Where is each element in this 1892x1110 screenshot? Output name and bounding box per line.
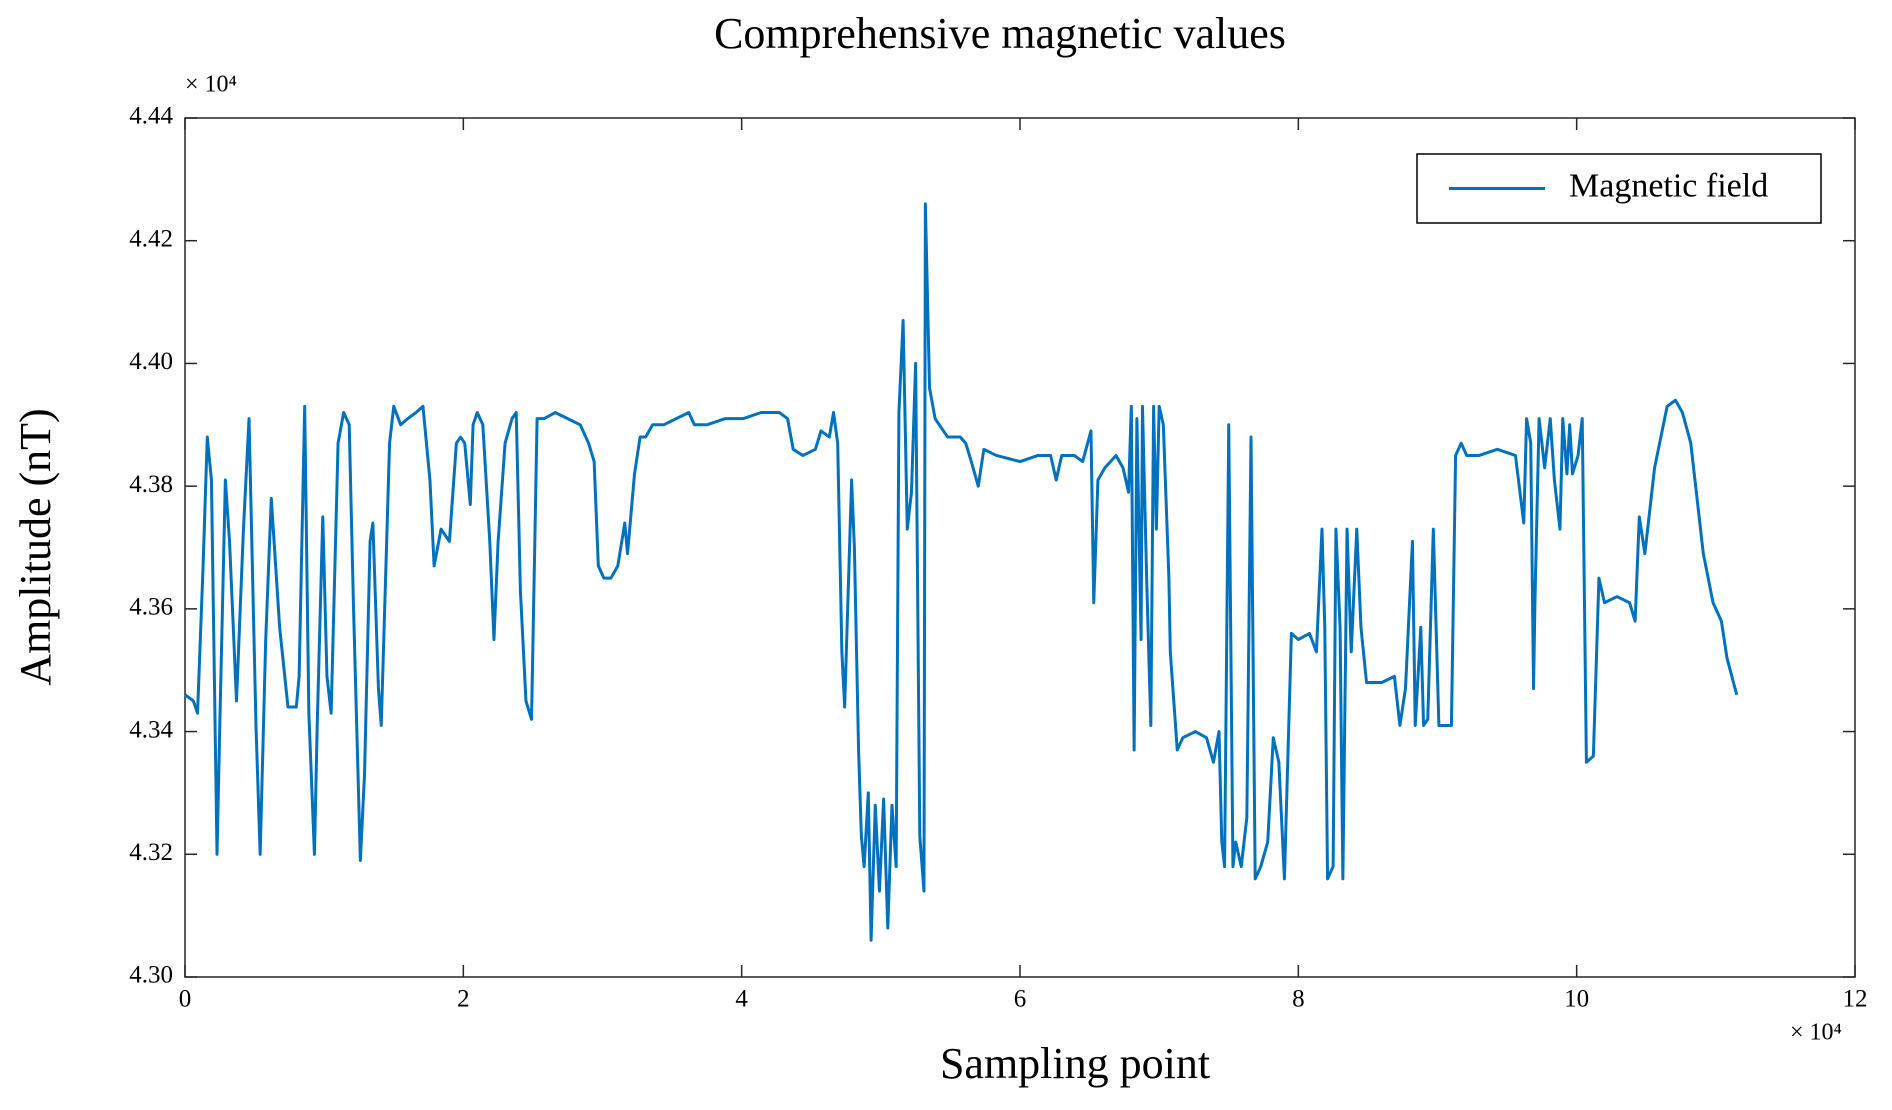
y-tick-label: 4.32 [129, 839, 173, 866]
x-multiplier: × 10⁴ [1790, 1020, 1842, 1046]
legend-box [1416, 153, 1822, 224]
y-multiplier: × 10⁴ [185, 72, 237, 98]
x-axis-label: Sampling point [940, 1039, 1210, 1088]
y-tick-label: 4.34 [129, 716, 173, 743]
x-tick-label: 6 [1014, 986, 1027, 1013]
x-tick-label: 2 [457, 986, 470, 1013]
x-tick-label: 8 [1292, 986, 1305, 1013]
y-tick-label: 4.36 [129, 594, 173, 621]
y-tick-label: 4.44 [129, 103, 173, 130]
y-tick-label: 4.42 [129, 225, 173, 252]
data-line [184, 202, 1739, 942]
plot-frame [184, 117, 1856, 978]
legend-label: Magnetic field [1569, 167, 1768, 204]
y-tick-label: 4.38 [129, 471, 173, 498]
chart-title: Comprehensive magnetic values [714, 9, 1286, 58]
x-tick-label: 10 [1564, 986, 1589, 1013]
y-tick-label: 4.40 [129, 348, 173, 375]
x-tick-label: 0 [179, 986, 192, 1013]
y-tick-label: 4.30 [129, 962, 173, 989]
y-axis-label: Amplitude (nT) [11, 408, 60, 685]
x-tick-label: 4 [735, 986, 748, 1013]
x-tick-label: 12 [1843, 986, 1868, 1013]
